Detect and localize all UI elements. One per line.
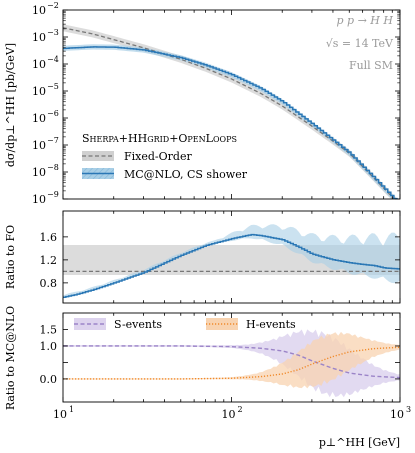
y-tick-label: 1.6 bbox=[40, 231, 58, 244]
y-tick-label: 10 bbox=[32, 4, 46, 17]
y-tick-label-exp: −8 bbox=[47, 163, 59, 172]
y-tick-label: 10 bbox=[32, 112, 46, 125]
legend-fixed-order: Fixed-Order bbox=[124, 150, 192, 163]
y-tick-label: 10 bbox=[32, 166, 46, 179]
y-tick-label: 0.0 bbox=[40, 373, 58, 386]
x-tick-label-exp: 2 bbox=[238, 405, 243, 414]
process-line-3: Full SM bbox=[349, 59, 393, 72]
y-tick-label: 10 bbox=[32, 193, 46, 206]
main-ylabel: dσ/dp⊥^HH [pb/GeV] bbox=[4, 43, 17, 167]
y-tick-label-exp: −6 bbox=[47, 109, 59, 118]
legend-title: Sherpa+HHgrid+OpenLoops bbox=[82, 132, 237, 145]
legend-h-events: H-events bbox=[246, 318, 296, 331]
ratio-fo-mc-band bbox=[63, 224, 400, 298]
main-band-mc bbox=[63, 44, 397, 199]
y-tick-label-exp: −3 bbox=[47, 28, 59, 37]
y-tick-label-exp: −7 bbox=[47, 136, 59, 145]
main-ticks: 10−910−810−710−610−510−410−310−2 bbox=[32, 1, 401, 206]
main-line-mcnlo bbox=[63, 46, 398, 199]
y-tick-label: 10 bbox=[32, 85, 46, 98]
legend-s-events: S-events bbox=[114, 318, 162, 331]
h-events-line bbox=[63, 346, 400, 380]
ratio-fo-panel: 0.8 1.2 1.6 Ratio to FO bbox=[4, 210, 401, 304]
main-line-fixed-order bbox=[63, 27, 396, 199]
y-tick-label-exp: −5 bbox=[47, 82, 59, 91]
y-tick-label-exp: −2 bbox=[47, 1, 59, 10]
y-tick-label-exp: −4 bbox=[47, 55, 59, 64]
legend-mcnlo: MC@NLO, CS shower bbox=[124, 168, 248, 181]
bottom-legend: S-events H-events bbox=[74, 318, 296, 331]
x-tick-label-exp: 1 bbox=[69, 405, 74, 414]
y-tick-label: 1.0 bbox=[40, 340, 58, 353]
x-tick-label: 10 bbox=[222, 408, 236, 421]
x-tick-label: 10 bbox=[53, 408, 67, 421]
y-tick-label-exp: −9 bbox=[47, 190, 59, 199]
x-tick-label-exp: 3 bbox=[406, 405, 411, 414]
y-tick-label: 10 bbox=[32, 58, 46, 71]
ratio-fo-ylabel: Ratio to FO bbox=[4, 225, 17, 289]
main-panel: 10−910−810−710−610−510−410−310−2 p p → H… bbox=[4, 1, 401, 206]
ratio-mcnlo-ticks: 10 1 10 2 10 30.01.01.5 bbox=[40, 313, 411, 421]
y-tick-label: 10 bbox=[32, 31, 46, 44]
main-legend: Sherpa+HHgrid+OpenLoops Fixed-Order MC@N… bbox=[82, 132, 248, 181]
process-line-2: √s = 14 TeV bbox=[326, 37, 394, 50]
process-line-1: p p → H H bbox=[337, 14, 394, 27]
ratio-fo-mcnlo-line bbox=[63, 233, 400, 298]
y-tick-label: 1.2 bbox=[40, 254, 58, 267]
ratio-fo-ticks: 0.8 1.2 1.6 bbox=[40, 211, 401, 303]
x-tick-label: 10 bbox=[390, 408, 404, 421]
y-tick-label: 10 bbox=[32, 139, 46, 152]
ratio-mcnlo-ylabel: Ratio to MC@NLO bbox=[4, 306, 17, 410]
ratio-mcnlo-panel: 10 1 10 2 10 30.01.01.5 S-events H-events Rat… bbox=[4, 306, 411, 449]
y-tick-label: 0.8 bbox=[40, 277, 58, 290]
y-tick-label: 1.5 bbox=[40, 323, 58, 336]
h-events-band bbox=[63, 331, 400, 389]
x-axis-label: p⊥^HH [GeV] bbox=[319, 436, 400, 449]
